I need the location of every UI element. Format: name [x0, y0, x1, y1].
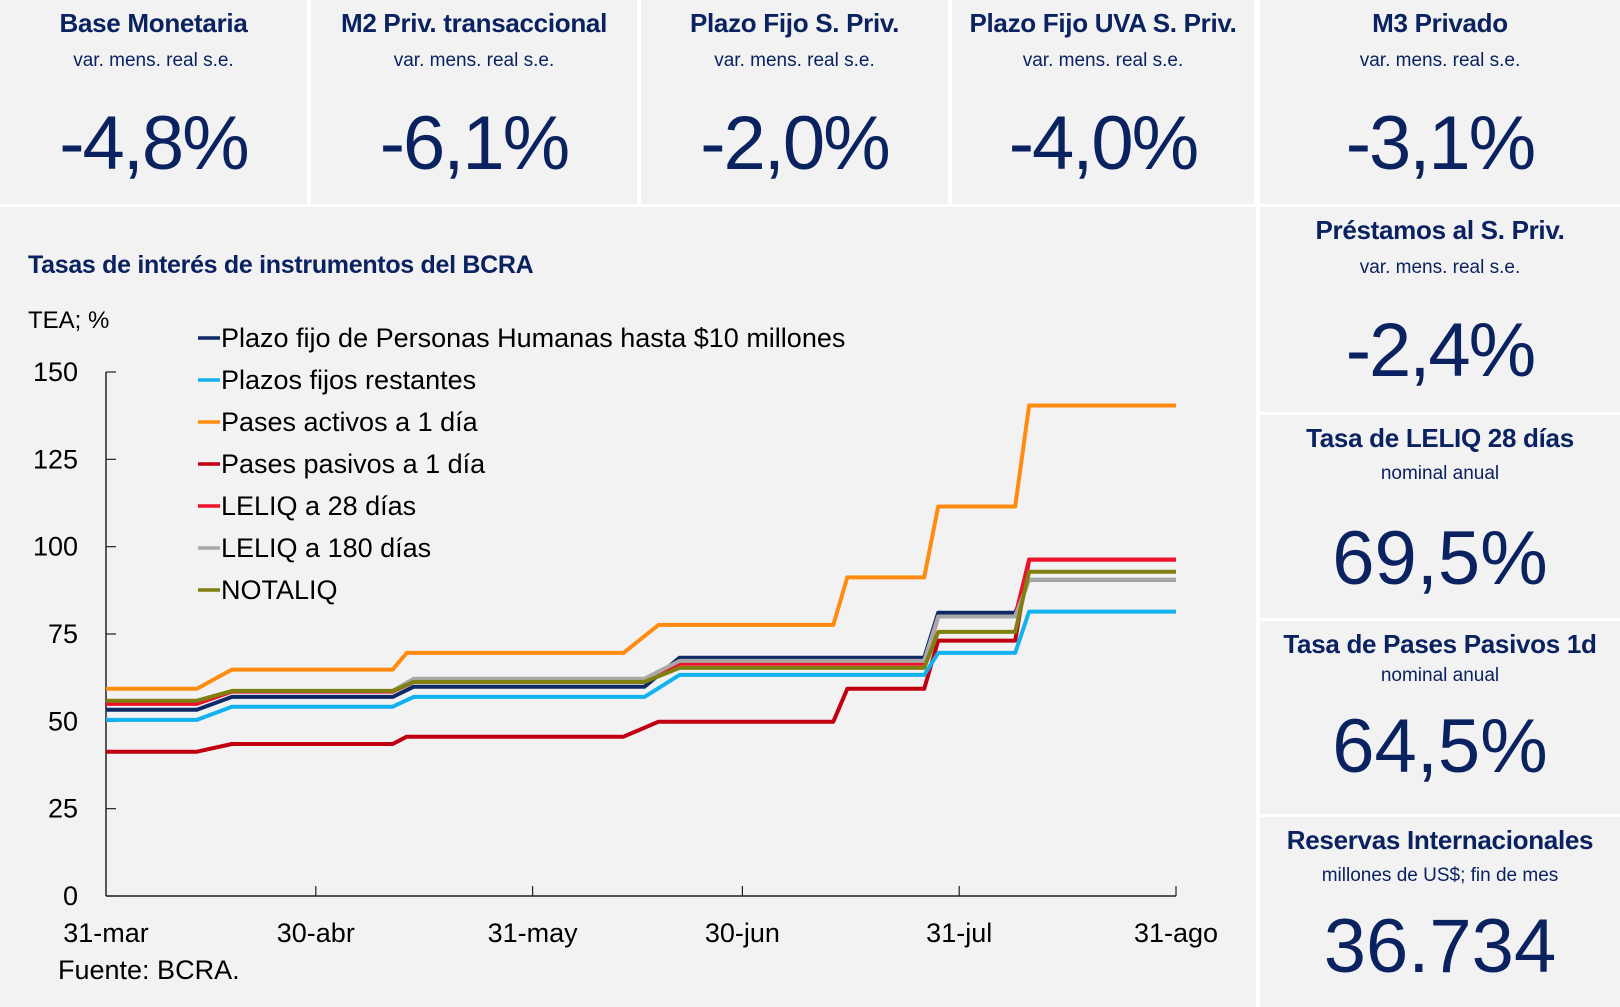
legend-label: NOTALIQ — [221, 575, 338, 605]
kpi-subtitle: nominal anual — [1380, 463, 1500, 484]
kpi-value: -2,4% — [1345, 308, 1537, 393]
x-tick-label: 30-jun — [705, 918, 780, 948]
y-tick-label: 75 — [48, 619, 78, 649]
kpi-subtitle: var. mens. real s.e. — [393, 50, 555, 71]
series-line-2 — [106, 403, 1176, 691]
chart-source: Fuente: BCRA. — [58, 955, 240, 985]
chart-title: Tasas de interés de instrumentos del BCR… — [28, 251, 534, 279]
kpi-subtitle: var. mens. real s.e. — [1359, 50, 1521, 71]
kpi-subtitle: var. mens. real s.e. — [1359, 257, 1521, 278]
kpi-base-monetaria: Base Monetaria var. mens. real s.e. -4,8… — [0, 0, 307, 204]
y-tick-label: 25 — [48, 794, 78, 824]
kpi-title: Base Monetaria — [59, 8, 248, 38]
y-tick-label: 50 — [48, 706, 78, 736]
kpi-title: Tasa de LELIQ 28 días — [1306, 423, 1574, 453]
kpi-subtitle: nominal anual — [1380, 665, 1500, 686]
kpi-value: -2,0% — [700, 101, 891, 186]
kpi-prestamos: Préstamos al S. Priv. var. mens. real s.… — [1260, 207, 1620, 412]
kpi-title: Reservas Internacionales — [1286, 825, 1594, 855]
kpi-m3-privado: M3 Privado var. mens. real s.e. -3,1% — [1260, 0, 1620, 204]
kpi-plazo-fijo: Plazo Fijo S. Priv. var. mens. real s.e.… — [641, 0, 948, 204]
legend-label: Plazos fijos restantes — [221, 365, 476, 395]
kpi-subtitle: var. mens. real s.e. — [714, 50, 875, 71]
kpi-subtitle: var. mens. real s.e. — [1022, 50, 1184, 71]
kpi-title: Plazo Fijo S. Priv. — [689, 8, 900, 38]
kpi-title: Plazo Fijo UVA S. Priv. — [969, 8, 1237, 38]
kpi-value: 64,5% — [1332, 704, 1548, 789]
y-tick-label: 150 — [33, 357, 78, 387]
kpi-tasa-pases: Tasa de Pases Pasivos 1d nominal anual 6… — [1260, 621, 1620, 814]
kpi-subtitle: var. mens. real s.e. — [73, 50, 234, 71]
series-line-3 — [106, 557, 1176, 754]
kpi-value: -3,1% — [1345, 101, 1537, 186]
kpi-m2-priv: M2 Priv. transaccional var. mens. real s… — [311, 0, 637, 204]
legend-label: LELIQ a 28 días — [221, 491, 416, 521]
kpi-value: -6,1% — [379, 101, 571, 186]
legend-label: Pases pasivos a 1 día — [221, 449, 486, 479]
y-axis-unit: TEA; % — [28, 307, 110, 334]
kpi-value: 69,5% — [1332, 516, 1548, 601]
series-line-6 — [106, 569, 1176, 703]
kpi-value: -4,0% — [1008, 101, 1200, 186]
y-tick-label: 0 — [63, 881, 78, 911]
kpi-tasa-leliq: Tasa de LELIQ 28 días nominal anual 69,5… — [1260, 415, 1620, 618]
line-chart: 0 25 50 75 100 125 150 31-mar 30-abr 31-may 30-jun… — [33, 323, 1218, 948]
x-tick-label: 31-jul — [926, 918, 992, 948]
x-tick-label: 31-ago — [1134, 918, 1218, 948]
x-tick-label: 31-mar — [63, 918, 149, 948]
kpi-subtitle: millones de US$; fin de mes — [1321, 865, 1559, 886]
kpi-value: 36.734 — [1323, 904, 1557, 989]
y-tick-label: 100 — [33, 532, 78, 562]
kpi-reservas: Reservas Internacionales millones de US$… — [1260, 817, 1620, 1007]
kpi-title: Préstamos al S. Priv. — [1315, 215, 1565, 245]
kpi-value: -4,8% — [59, 101, 250, 186]
legend-label: LELIQ a 180 días — [221, 533, 431, 563]
kpi-title: M2 Priv. transaccional — [340, 8, 608, 38]
y-tick-label: 125 — [33, 444, 78, 474]
chart-panel: Tasas de interés de instrumentos del BCR… — [0, 207, 1256, 1007]
legend-label: Plazo fijo de Personas Humanas hasta $10… — [221, 323, 845, 353]
series-line-1 — [106, 609, 1176, 722]
legend-label: Pases activos a 1 día — [221, 407, 479, 437]
kpi-plazo-fijo-uva: Plazo Fijo UVA S. Priv. var. mens. real … — [952, 0, 1254, 204]
x-tick-label: 30-abr — [277, 918, 355, 948]
x-tick-label: 31-may — [488, 918, 579, 948]
kpi-title: M3 Privado — [1372, 8, 1508, 38]
kpi-title: Tasa de Pases Pasivos 1d — [1283, 629, 1597, 659]
